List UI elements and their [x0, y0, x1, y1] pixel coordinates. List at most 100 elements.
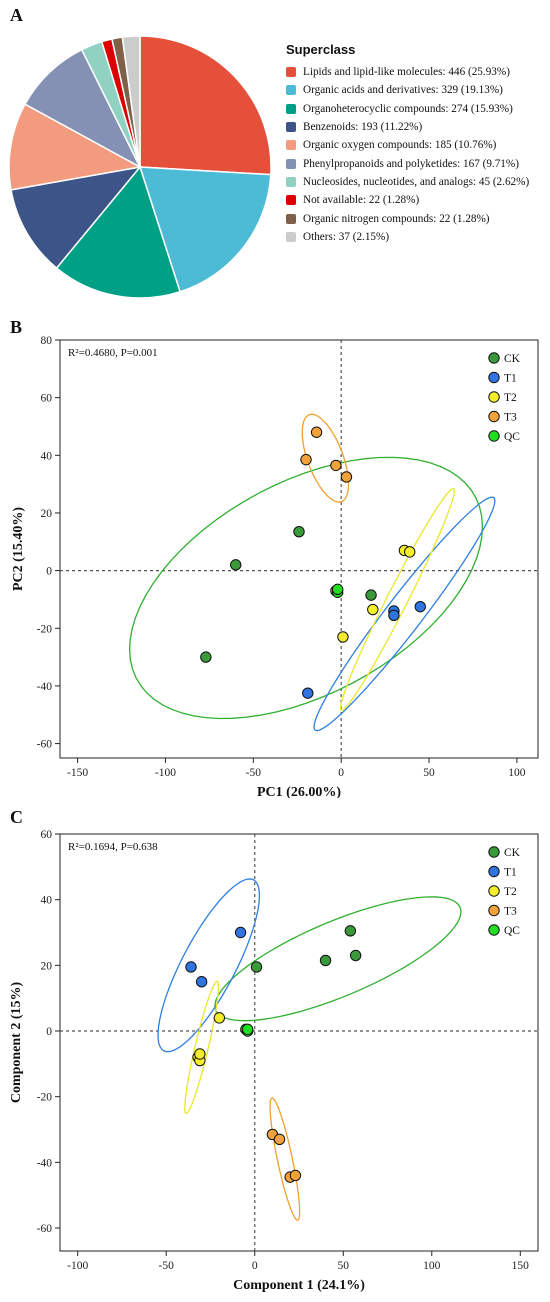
- y-tick-label: 0: [46, 566, 52, 578]
- pie-legend-title: Superclass: [286, 42, 356, 57]
- legend-label-t2: T2: [504, 392, 517, 404]
- legend-label-t2: T2: [504, 886, 517, 898]
- data-point-t1: [302, 687, 314, 699]
- confidence-ellipse-t2: [184, 980, 220, 1115]
- legend-label-t1: T1: [504, 373, 517, 385]
- pie-slice-4: [8, 103, 143, 191]
- legend-label: Lipids and lipid-like molecules: 446 (25…: [303, 66, 510, 79]
- legend-label-ck: CK: [504, 847, 521, 859]
- pca-plot-frame: [59, 339, 539, 759]
- legend-label: Organic oxygen compounds: 185 (10.76%): [303, 139, 497, 152]
- panel-label-c: C: [10, 807, 23, 827]
- legend-entry: Organoheterocyclic compounds: 274 (15.93…: [286, 100, 548, 118]
- stats-annotation: R²=0.1694, P=0.638: [68, 841, 158, 853]
- confidence-ellipse-ck: [128, 456, 484, 720]
- y-tick-label: 0: [46, 1026, 52, 1038]
- y-tick-label: 40: [41, 895, 53, 907]
- data-point-t1: [195, 976, 208, 988]
- confidence-ellipse-t2: [339, 487, 455, 711]
- stats-annotation: R²=0.4680, P=0.001: [68, 347, 158, 359]
- panel-label-a: A: [10, 5, 23, 25]
- pie-legend: Superclass Lipids and lipid-like molecul…: [286, 42, 548, 246]
- data-point-t3: [340, 471, 353, 483]
- legend-swatch: [286, 122, 296, 133]
- y-axis-title: PC2 (15.40%): [11, 507, 26, 591]
- y-tick-label: -60: [37, 739, 53, 751]
- data-point-t1: [388, 609, 400, 622]
- data-point-ck: [200, 651, 212, 663]
- legend-entry: Organic acids and derivatives: 329 (19.1…: [286, 81, 548, 99]
- data-point-t3: [289, 1169, 302, 1182]
- legend-swatch: [286, 158, 296, 169]
- confidence-ellipse-t1: [157, 878, 261, 1053]
- y-tick-label: 20: [41, 508, 53, 520]
- y-tick-label: -20: [37, 623, 53, 635]
- legend-marker-t2: [488, 391, 500, 403]
- data-point-t1: [185, 961, 197, 973]
- legend-swatch: [286, 213, 296, 224]
- legend-marker-ck: [488, 846, 500, 858]
- data-point-qc: [331, 583, 344, 596]
- plsda-scatter-plot: -100 -50 0 50 100 150 -60 -40 -20 0 20 40 60 Componen…: [9, 829, 539, 1293]
- x-tick-label: 150: [512, 1260, 530, 1272]
- legend-label: Organic acids and derivatives: 329 (19.1…: [303, 84, 503, 97]
- x-tick-label: -150: [67, 767, 88, 779]
- x-tick-label: -100: [67, 1260, 88, 1272]
- data-point-ck: [250, 961, 263, 973]
- pie-slice-0: [139, 35, 272, 176]
- data-point-t2: [194, 1048, 206, 1060]
- legend-label: Phenylpropanoids and polyketides: 167 (9…: [303, 157, 519, 170]
- data-point-ck: [230, 559, 242, 571]
- pie-slice-5: [24, 48, 142, 169]
- data-point-ck: [349, 949, 362, 962]
- confidence-ellipse-t1: [313, 496, 496, 732]
- confidence-ellipse-t3: [269, 1097, 301, 1221]
- pca-scatter-plot: -150 -100 -50 0 50 100 -60 -40 -20 0 20 40 60 80 PC1 (…: [11, 335, 539, 798]
- legend-swatch: [286, 195, 296, 206]
- legend-swatch: [286, 103, 296, 114]
- legend-entry: Nucleosides, nucleotides, and analogs: 4…: [286, 173, 548, 191]
- data-point-qc: [241, 1023, 254, 1036]
- x-tick-label: 0: [252, 1260, 258, 1272]
- legend-marker-t3: [488, 410, 500, 423]
- pie-slice-2: [55, 165, 181, 299]
- data-point-t3: [300, 453, 312, 466]
- legend-swatch: [286, 67, 296, 78]
- x-tick-label: 50: [423, 767, 435, 779]
- data-point-t3: [273, 1133, 286, 1146]
- y-tick-label: -20: [37, 1092, 53, 1104]
- legend-marker-qc: [488, 430, 500, 442]
- x-tick-label: -50: [159, 1260, 175, 1272]
- legend-label-qc: QC: [504, 431, 520, 443]
- legend-marker-qc: [488, 924, 500, 936]
- legend-label: Not available: 22 (1.28%): [303, 194, 420, 207]
- y-tick-label: 60: [41, 829, 53, 841]
- legend-marker-t1: [488, 865, 500, 878]
- confidence-ellipse-ck: [214, 896, 462, 1022]
- x-tick-label: 50: [338, 1260, 350, 1272]
- legend-marker-t1: [488, 371, 500, 384]
- y-tick-label: 40: [41, 450, 53, 462]
- y-tick-label: 60: [41, 393, 53, 405]
- data-point-t2: [404, 546, 416, 558]
- x-tick-label: 0: [338, 767, 344, 779]
- legend-swatch: [286, 231, 296, 242]
- legend-entry: Organic nitrogen compounds: 22 (1.28%): [286, 209, 548, 227]
- legend-label: Others: 37 (2.15%): [303, 230, 390, 243]
- legend-entry: Lipids and lipid-like molecules: 446 (25…: [286, 63, 548, 81]
- legend-label: Benzenoids: 193 (11.22%): [303, 121, 423, 134]
- data-point-ck: [365, 589, 377, 601]
- panel-label-b: B: [10, 317, 23, 337]
- legend-label-qc: QC: [504, 925, 520, 937]
- legend-label: Organic nitrogen compounds: 22 (1.28%): [303, 212, 490, 225]
- data-point-ck: [344, 925, 357, 937]
- legend-label: Nucleosides, nucleotides, and analogs: 4…: [303, 175, 530, 188]
- data-point-t2: [337, 631, 349, 643]
- pie-slice-3: [10, 165, 142, 270]
- y-tick-label: -40: [37, 681, 53, 693]
- data-point-t2: [367, 603, 379, 616]
- legend-marker-t3: [488, 904, 500, 917]
- legend-swatch: [286, 85, 296, 96]
- legend-entry: Organic oxygen compounds: 185 (10.76%): [286, 136, 548, 154]
- confidence-ellipse-t3: [301, 413, 350, 503]
